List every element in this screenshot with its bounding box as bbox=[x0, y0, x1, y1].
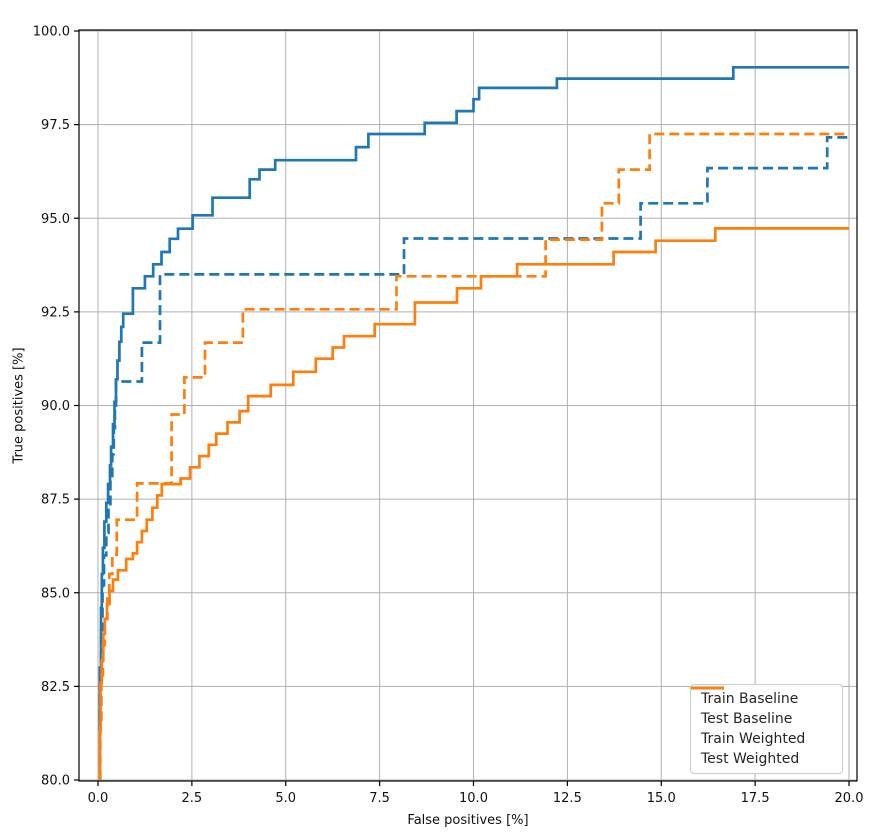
legend: Train Baseline Test Baseline Train Weighte… bbox=[690, 684, 843, 774]
y-tick-label: 100.0 bbox=[33, 25, 70, 40]
y-tick-label: 87.5 bbox=[41, 493, 70, 508]
y-tick-label: 95.0 bbox=[41, 212, 70, 227]
legend-item-train-weighted: Train Weighted bbox=[691, 686, 834, 749]
x-tick-label: 17.5 bbox=[741, 791, 770, 806]
x-tick-label: 20.0 bbox=[835, 791, 864, 806]
legend-line-sample bbox=[691, 686, 724, 690]
y-axis-label: True positives [%] bbox=[11, 347, 27, 464]
legend-item-test-weighted: Test Weighted bbox=[691, 686, 834, 769]
x-tick-label: 10.0 bbox=[459, 791, 488, 806]
y-tick-label: 82.5 bbox=[41, 680, 70, 695]
x-tick-label: 5.0 bbox=[275, 791, 296, 806]
legend-item-test-baseline: Test Baseline bbox=[691, 686, 834, 729]
legend-label: Train Weighted bbox=[701, 731, 806, 747]
y-tick-label: 80.0 bbox=[41, 774, 70, 789]
curve-test-baseline bbox=[98, 136, 849, 780]
legend-item-train-baseline: Train Baseline bbox=[691, 686, 834, 709]
curve-train-weighted bbox=[98, 227, 849, 780]
curve-train-baseline bbox=[98, 65, 849, 780]
legend-label: Train Baseline bbox=[701, 691, 799, 707]
legend-label: Test Weighted bbox=[701, 751, 800, 767]
y-tick-label: 90.0 bbox=[41, 399, 70, 414]
curve-test-weighted bbox=[98, 132, 849, 780]
legend-label: Test Baseline bbox=[701, 711, 793, 727]
x-tick-label: 15.0 bbox=[647, 791, 676, 806]
x-tick-label: 2.5 bbox=[182, 791, 203, 806]
y-tick-label: 97.5 bbox=[41, 118, 70, 133]
y-tick-label: 85.0 bbox=[41, 586, 70, 601]
x-tick-label: 7.5 bbox=[369, 791, 390, 806]
x-axis-label: False positives [%] bbox=[407, 813, 529, 828]
x-tick-label: 0.0 bbox=[88, 791, 109, 806]
x-tick-label: 12.5 bbox=[553, 791, 582, 806]
y-tick-label: 92.5 bbox=[41, 305, 70, 320]
